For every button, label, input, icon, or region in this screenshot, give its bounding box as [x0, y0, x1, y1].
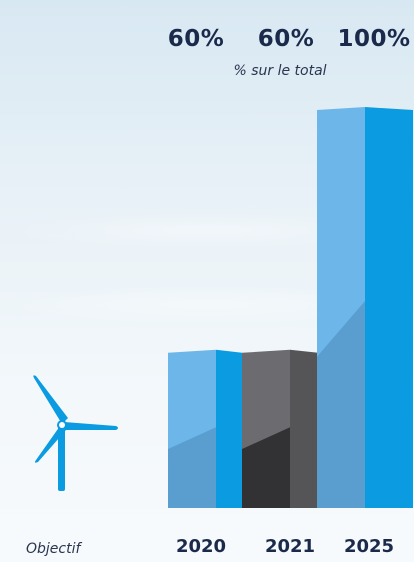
bar-shade [168, 427, 216, 508]
bar-shade [317, 301, 365, 508]
bar-side-face [365, 107, 413, 508]
value-label-2025: 100% [337, 26, 411, 52]
wind-turbine-icon [33, 375, 118, 491]
bar-2025 [317, 107, 413, 508]
bar-shade [242, 427, 290, 508]
bar-2021 [242, 349, 318, 508]
objectif-label: Objectif [26, 541, 81, 557]
chart-subtitle: % sur le total [233, 63, 327, 79]
x-tick-2021: 2021 [264, 536, 316, 557]
value-label-2021: 60% [257, 26, 315, 52]
value-label-2020: 60% [167, 26, 225, 52]
bar-side-face [216, 349, 242, 508]
bar-2020 [168, 349, 242, 508]
bar-side-face [290, 349, 318, 508]
x-tick-2025: 2025 [343, 536, 395, 557]
x-tick-2020: 2020 [175, 536, 227, 557]
